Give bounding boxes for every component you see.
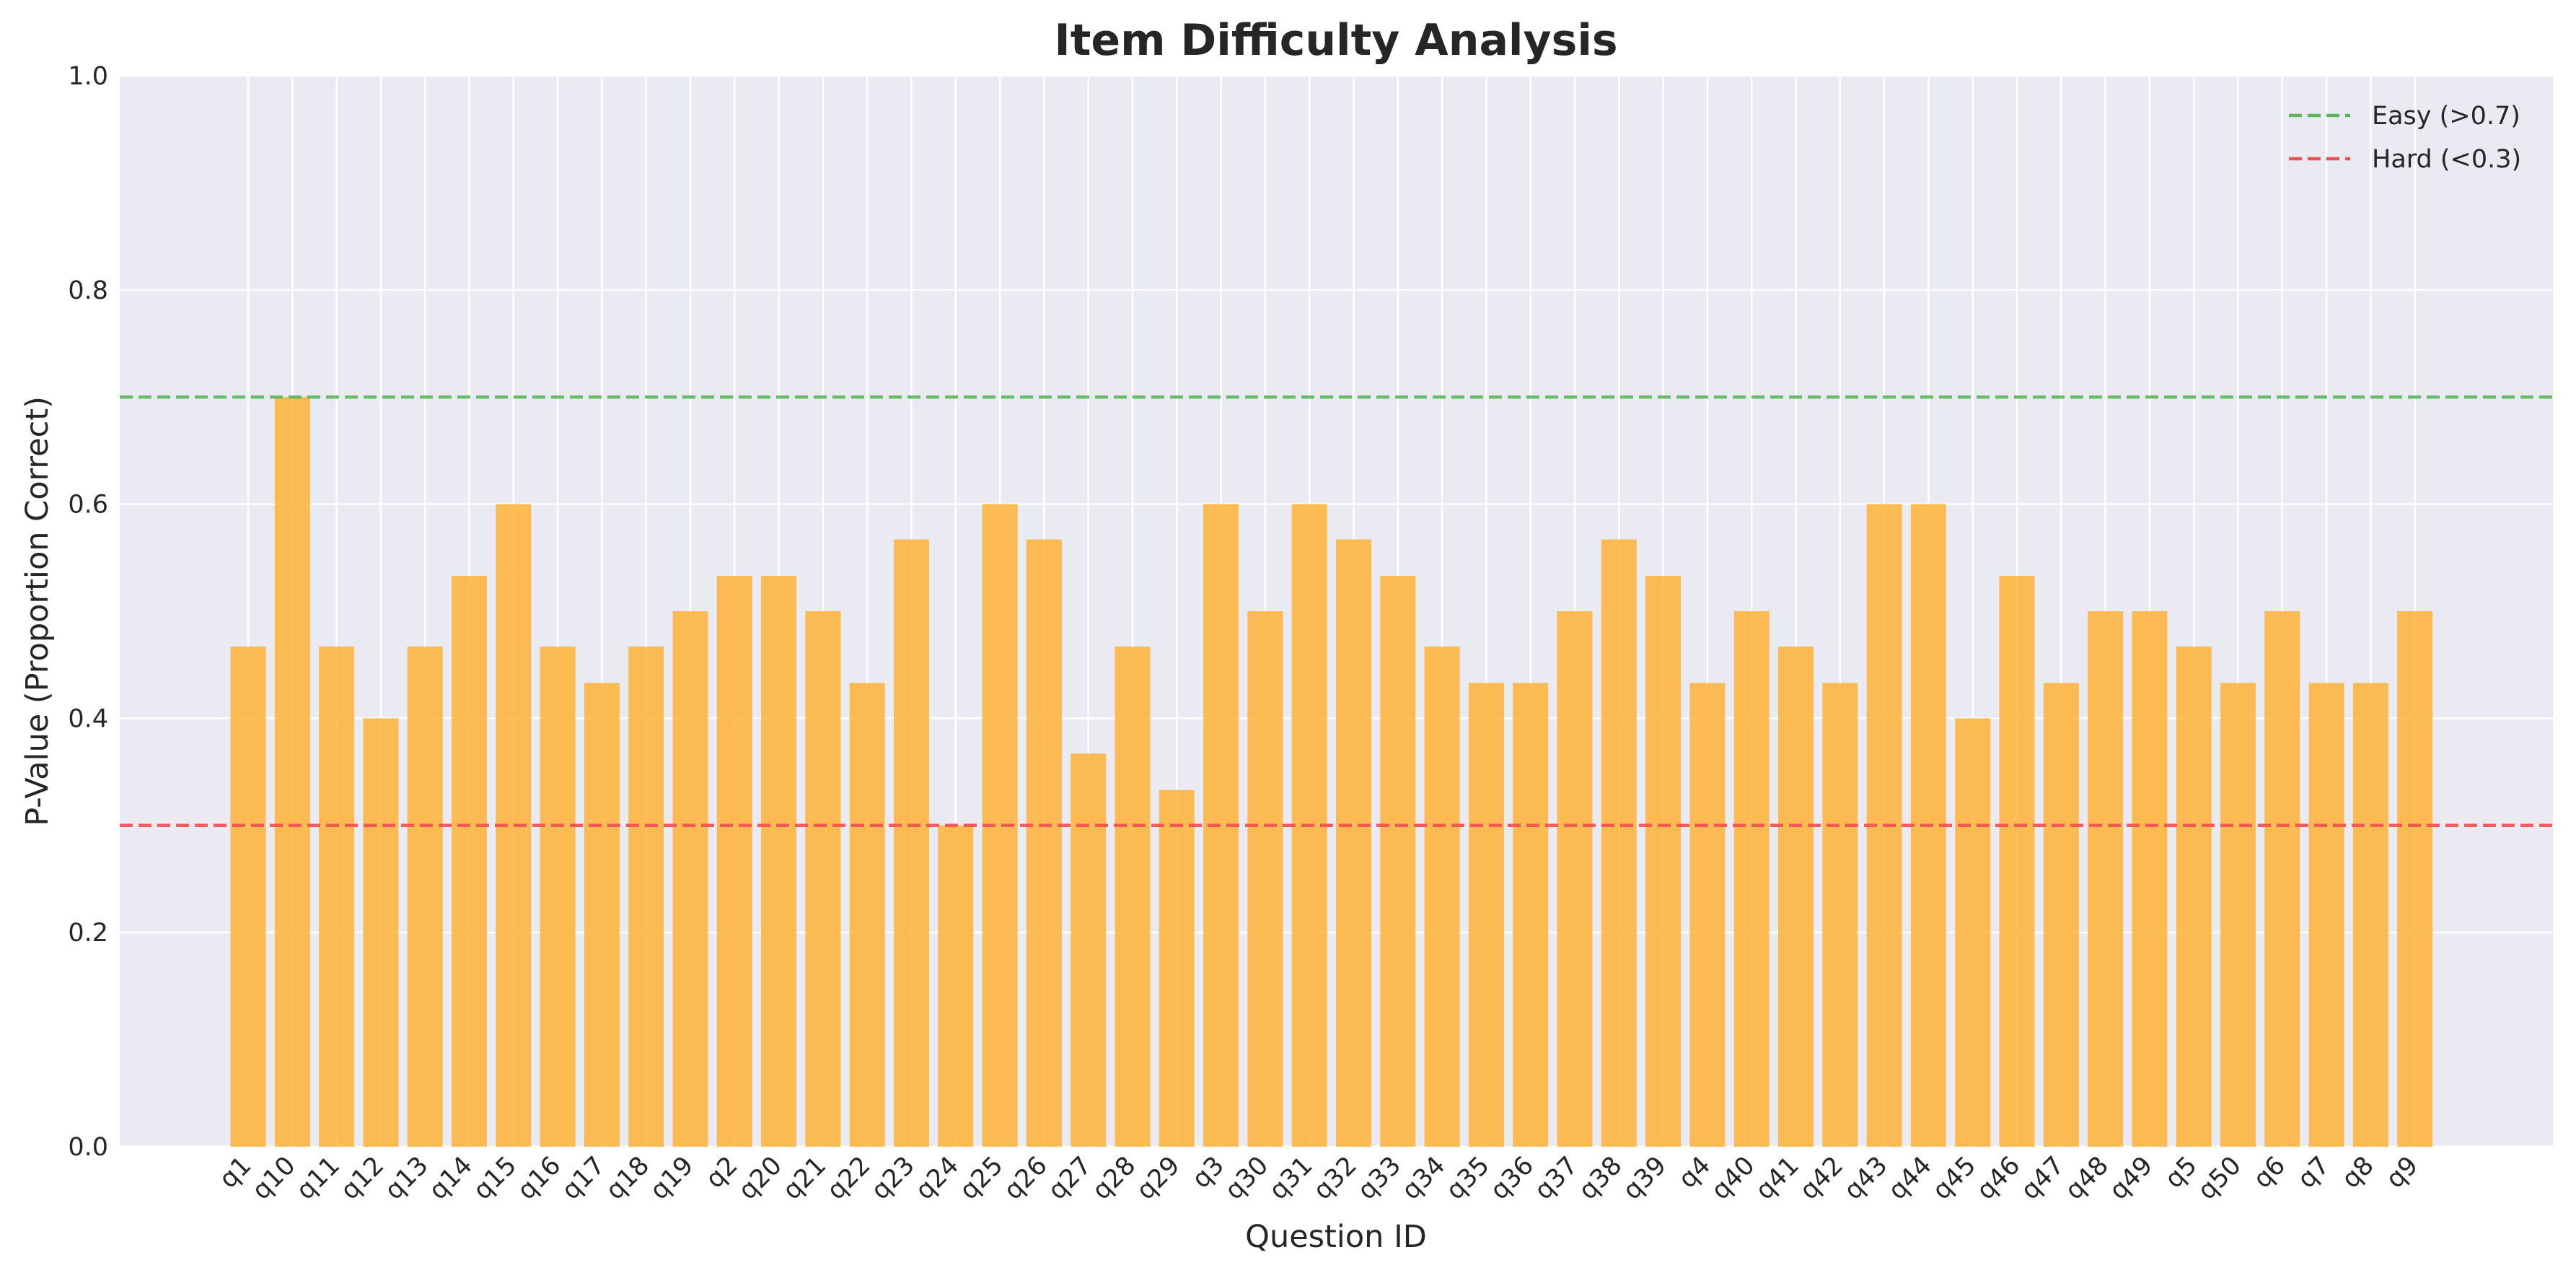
bar-q22 [849,683,885,1147]
x-axis-label: Question ID [1245,1219,1427,1255]
bar-q21 [805,611,841,1147]
reference-lines [120,395,2553,828]
bar-q5 [2176,646,2212,1147]
bar-q20 [761,576,797,1147]
legend-label: Easy (>0.7) [2372,102,2520,131]
bar-q37 [1557,611,1593,1147]
bar-q35 [1468,683,1504,1147]
bar-q26 [1026,539,1062,1147]
bar-q29 [1159,789,1195,1147]
bar-q9 [2397,611,2433,1147]
bar-q12 [363,718,399,1147]
bar-q1 [230,646,266,1147]
bar-q48 [2088,611,2124,1147]
bar-q2 [716,576,752,1147]
bar-q49 [2132,611,2168,1147]
chart-title: Item Difficulty Analysis [1054,15,1617,66]
legend-label: Hard (<0.3) [2372,145,2521,174]
bar-q33 [1380,576,1416,1147]
bar-q11 [319,646,355,1147]
bar-q50 [2220,683,2256,1147]
y-tick-label: 0.4 [68,704,108,733]
y-tick-label: 0.0 [68,1133,108,1162]
bar-q27 [1071,753,1107,1147]
bar-q34 [1424,646,1460,1147]
bar-q23 [894,539,929,1147]
bar-q19 [672,611,708,1147]
bar-q42 [1822,683,1858,1147]
bar-q28 [1115,646,1151,1147]
bar-q24 [938,825,974,1147]
bar-q6 [2264,611,2300,1147]
y-tick-label: 1.0 [68,62,108,91]
legend: Easy (>0.7) Hard (<0.3) [2289,102,2521,174]
bar-q32 [1336,539,1371,1147]
bar-q45 [1955,718,1991,1147]
bar-q41 [1778,646,1814,1147]
y-tick-label: 0.8 [68,276,108,305]
bar-q16 [540,646,576,1147]
bar-q39 [1645,576,1682,1147]
bar-q30 [1247,611,1283,1147]
bar-q8 [2352,683,2388,1147]
y-ticks: 0.0 0.2 0.4 0.6 0.8 1.0 [68,62,108,1162]
bar-q10 [274,397,310,1147]
bar-q47 [2043,683,2079,1147]
y-tick-label: 0.6 [68,491,108,520]
bar-q46 [1999,576,2035,1147]
bar-q17 [584,683,620,1147]
bar-q36 [1513,683,1549,1147]
bar-q14 [452,576,487,1147]
bar-q18 [628,646,664,1147]
bar-q7 [2308,683,2344,1147]
bar-q38 [1601,539,1637,1147]
bar-q13 [407,646,443,1147]
bar-q40 [1733,611,1770,1147]
y-axis-label: P-Value (Proportion Correct) [19,396,56,826]
y-tick-label: 0.2 [68,919,108,947]
bar-q4 [1689,683,1726,1147]
